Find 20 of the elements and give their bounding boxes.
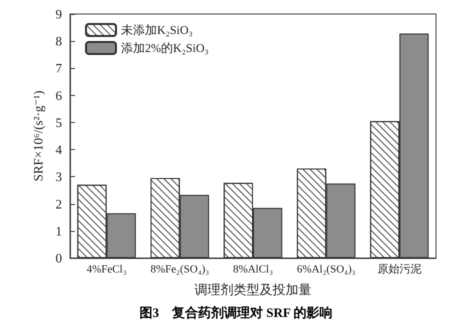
y-tick-label: 6 (56, 88, 62, 103)
x-tick-label: 8%Fe₂(SO₄)₃ (150, 264, 210, 276)
y-tick-label: 0 (56, 250, 62, 266)
x-tick-label: 4%FeCl₃ (86, 264, 127, 276)
x-axis-title: 调理剂类型及投加量 (194, 282, 312, 297)
text: 图3 复合药剂调理对 SRF 的影响 (139, 305, 333, 320)
y-tick-label: 4 (56, 142, 62, 158)
y-tick-label: 8 (56, 34, 62, 49)
y-axis-title: SRF×10⁶/(s²·g⁻¹) (30, 90, 46, 182)
y-tick-label: 1 (56, 223, 62, 238)
x-tick-label: 原始污泥 (377, 264, 422, 276)
y-tick-label: 3 (56, 169, 62, 184)
y-tick-label: 5 (56, 114, 62, 130)
y-tick-label: 7 (56, 60, 62, 76)
y-tick-label: 9 (56, 6, 62, 22)
legend-label: 添加2%的K₂SiO₃ (121, 41, 209, 55)
y-tick-label: 2 (56, 196, 62, 212)
x-tick-label: 6%Al₂(SO₄)₃ (296, 264, 356, 276)
legend-label: 未添加K₂SiO₃ (121, 23, 193, 37)
x-tick-label: 8%AlCl₃ (233, 264, 274, 276)
